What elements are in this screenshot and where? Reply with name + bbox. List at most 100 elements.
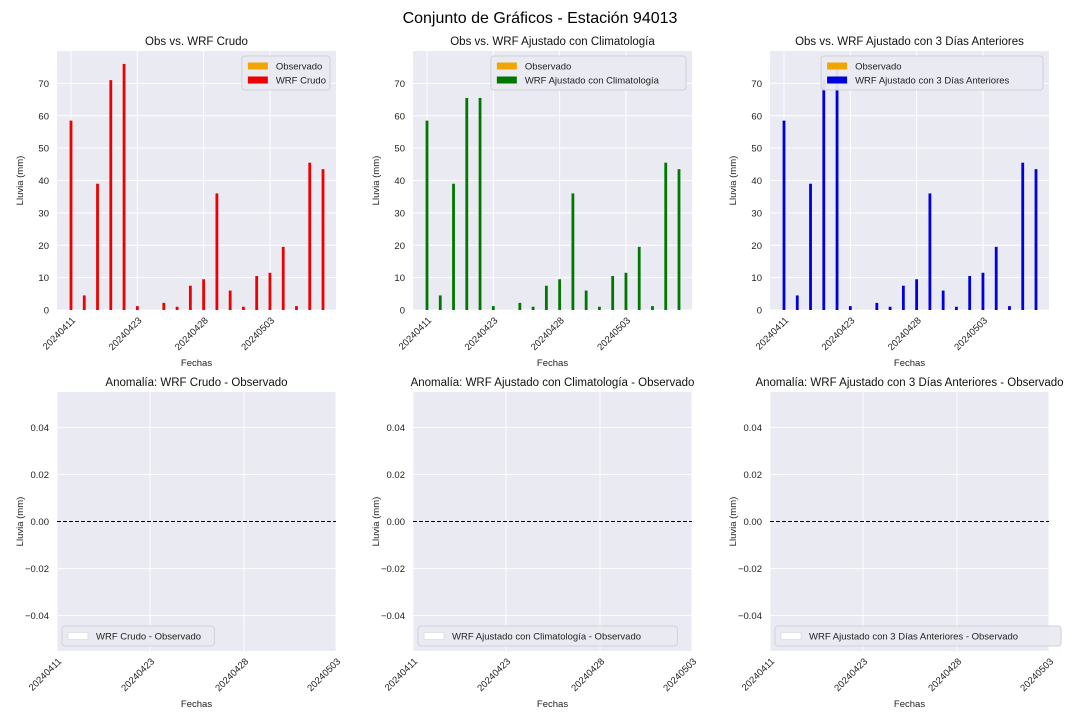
bar-wrf bbox=[465, 97, 469, 310]
bar-wrf bbox=[425, 120, 429, 310]
bar-wrf bbox=[611, 276, 615, 310]
legend-label: WRF Ajustado con Climatología - Observad… bbox=[452, 632, 641, 643]
legend-label: Observado bbox=[276, 62, 322, 73]
y-tick-label: −0.02 bbox=[738, 564, 762, 575]
x-tick-label: 20240428 bbox=[926, 656, 964, 694]
y-tick-label: 10 bbox=[38, 273, 49, 284]
legend-swatch bbox=[423, 632, 445, 640]
legend-box bbox=[490, 55, 687, 91]
x-axis-label: Fechas bbox=[537, 358, 568, 369]
x-tick-label: 20240411 bbox=[383, 656, 420, 693]
y-tick-label: 50 bbox=[38, 144, 49, 155]
legend-label: WRF Crudo - Observado bbox=[96, 632, 201, 643]
bar-wrf bbox=[651, 306, 654, 310]
bar-wrf bbox=[82, 295, 86, 310]
bar-wrf bbox=[162, 302, 166, 310]
y-tick-label: 60 bbox=[751, 111, 762, 122]
y-tick-label: 50 bbox=[394, 144, 405, 155]
x-tick-label: 20240423 bbox=[832, 656, 870, 694]
bar-wrf bbox=[69, 120, 73, 310]
x-axis-label: Fechas bbox=[181, 358, 212, 369]
y-tick-label: −0.04 bbox=[25, 611, 49, 622]
bar-wrf bbox=[637, 246, 641, 310]
bar-wrf bbox=[822, 80, 826, 310]
bar-wrf bbox=[795, 295, 799, 310]
y-axis-label: Lluvia (mm) bbox=[371, 497, 382, 547]
legend-swatch bbox=[827, 76, 848, 84]
bar-wrf bbox=[1034, 169, 1038, 310]
bar-wrf bbox=[664, 162, 668, 310]
legend-swatch bbox=[247, 62, 268, 70]
bar-wrf bbox=[478, 97, 482, 310]
y-tick-label: 0.04 bbox=[387, 423, 406, 434]
legend-swatch bbox=[496, 62, 517, 70]
x-tick-label: 20240428 bbox=[529, 315, 567, 353]
bar-wrf bbox=[901, 285, 905, 310]
legend-swatch bbox=[780, 632, 802, 640]
figure-title: Conjunto de Gráficos - Estación 94013 bbox=[402, 10, 678, 27]
chart-title: Anomalía: WRF Ajustado con Climatología … bbox=[411, 377, 695, 389]
bar-wrf bbox=[981, 272, 985, 310]
bar-wrf bbox=[96, 183, 99, 310]
bar-wrf bbox=[994, 246, 998, 310]
x-tick-label: 20240411 bbox=[397, 315, 434, 352]
legend-label: Observado bbox=[855, 62, 901, 73]
chart-panel-3: Obs vs. WRF Ajustado con 3 Días Anterior… bbox=[728, 36, 1049, 369]
bar-wrf bbox=[175, 306, 179, 310]
x-tick-label: 20240503 bbox=[1018, 656, 1056, 694]
x-tick-label: 20240411 bbox=[41, 315, 78, 352]
y-tick-label: 20 bbox=[38, 241, 49, 252]
y-tick-label: −0.02 bbox=[381, 564, 405, 575]
bar-wrf bbox=[624, 272, 628, 310]
y-axis-label: Lluvia (mm) bbox=[15, 497, 26, 547]
bar-wrf bbox=[968, 276, 972, 310]
legend-box bbox=[61, 625, 215, 647]
chart-title: Obs vs. WRF Crudo bbox=[145, 36, 248, 48]
y-tick-label: 30 bbox=[394, 208, 405, 219]
legend-label: Observado bbox=[525, 62, 571, 73]
bar-wrf bbox=[295, 306, 298, 310]
bar-wrf bbox=[584, 290, 588, 310]
x-tick-label: 20240423 bbox=[119, 656, 157, 694]
x-tick-label: 20240503 bbox=[305, 656, 343, 694]
x-tick-label: 20240423 bbox=[475, 656, 513, 694]
y-tick-label: 10 bbox=[751, 273, 762, 284]
x-tick-label: 20240503 bbox=[661, 656, 699, 694]
y-tick-label: 0 bbox=[400, 306, 405, 317]
y-tick-label: 0.00 bbox=[31, 517, 50, 528]
x-tick-label: 20240503 bbox=[595, 315, 633, 353]
y-tick-label: 30 bbox=[751, 208, 762, 219]
bar-wrf bbox=[281, 246, 285, 310]
bar-wrf bbox=[677, 169, 681, 310]
y-tick-label: 20 bbox=[394, 241, 405, 252]
bar-wrf bbox=[1021, 162, 1025, 310]
y-tick-label: 40 bbox=[394, 176, 405, 187]
chart-title: Obs vs. WRF Ajustado con 3 Días Anterior… bbox=[795, 36, 1024, 48]
bar-wrf bbox=[531, 306, 535, 310]
y-axis-label: Lluvia (mm) bbox=[371, 156, 382, 206]
chart-title: Anomalía: WRF Ajustado con 3 Días Anteri… bbox=[755, 377, 1063, 389]
bar-wrf bbox=[955, 306, 958, 310]
y-axis-label: Lluvia (mm) bbox=[728, 156, 739, 206]
legend-box bbox=[774, 625, 1062, 647]
y-tick-label: 0.02 bbox=[387, 470, 406, 481]
y-tick-label: 0 bbox=[44, 306, 49, 317]
y-tick-label: 60 bbox=[38, 111, 49, 122]
chart-panel-4: Anomalía: WRF Crudo - Observado −0.04 −0.0… bbox=[15, 377, 343, 710]
y-tick-label: 70 bbox=[394, 79, 405, 90]
bar-wrf bbox=[782, 120, 786, 310]
x-axis-label: Fechas bbox=[181, 699, 212, 710]
x-axis-label: Fechas bbox=[894, 358, 925, 369]
y-tick-label: 60 bbox=[394, 111, 405, 122]
bar-wrf bbox=[875, 302, 879, 310]
bar-wrf bbox=[215, 193, 219, 310]
bar-wrf bbox=[268, 272, 272, 310]
bar-wrf bbox=[255, 276, 259, 310]
x-tick-label: 20240423 bbox=[107, 315, 145, 353]
y-tick-label: 0.00 bbox=[387, 517, 406, 528]
bar-wrf bbox=[491, 306, 495, 310]
bar-wrf bbox=[544, 285, 548, 310]
legend-swatch bbox=[247, 76, 268, 84]
bar-wrf bbox=[518, 302, 522, 310]
y-tick-label: 20 bbox=[751, 241, 762, 252]
